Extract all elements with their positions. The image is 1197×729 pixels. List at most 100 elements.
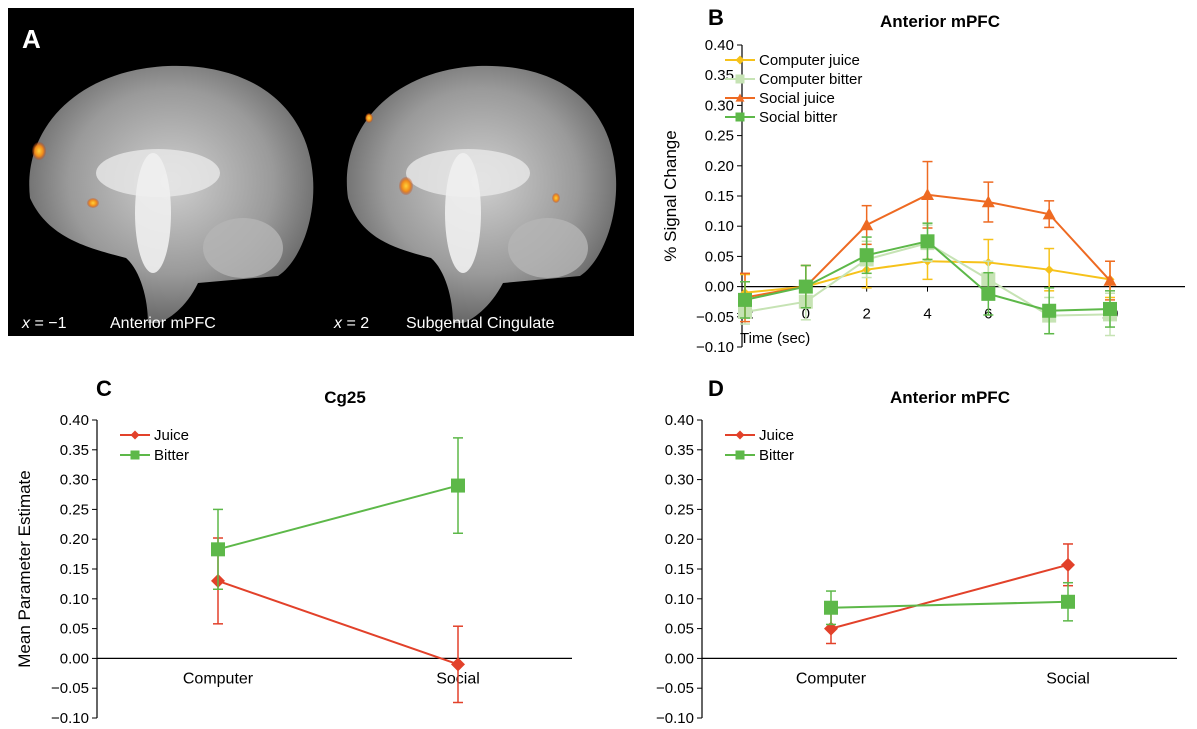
chart-b-x-tick-label: 4: [923, 306, 931, 323]
chart-c-legend-label: Juice: [154, 427, 189, 444]
chart-d-data-point: [824, 600, 838, 615]
chart-b-title: Anterior mPFC: [880, 12, 1000, 31]
chart-b-legend-label: Computer juice: [759, 52, 860, 69]
chart-d-y-tick-label: 0.20: [665, 531, 694, 548]
chart-b-y-tick-label: −0.05: [696, 309, 734, 326]
chart-d-data-point: [1061, 557, 1075, 572]
chart-d-x-tick-label: Computer: [796, 670, 867, 687]
chart-c-y-tick-label: −0.05: [51, 680, 89, 697]
chart-c-title: Cg25: [324, 388, 366, 407]
chart-b-data-point: [981, 286, 996, 301]
chart-b-data-point: [1044, 265, 1054, 275]
right-sagittal-slice: [346, 65, 617, 323]
chart-d-y-tick-label: 0.35: [665, 442, 694, 459]
panel-letter-b: B: [708, 5, 724, 30]
chart-d-y-tick-label: 0.40: [665, 412, 694, 429]
chart-c-y-tick-label: 0.05: [60, 621, 89, 638]
caption-left-region: Anterior mPFC: [110, 315, 216, 332]
left-sagittal-slice: [29, 65, 314, 323]
chart-d-legend-label: Bitter: [759, 447, 794, 464]
chart-b-legend-label: Computer bitter: [759, 71, 862, 88]
chart-d-series-line: [830, 600, 1069, 609]
chart-c-series-line: [217, 579, 459, 666]
panel-letter-c: C: [96, 376, 112, 401]
chart-d-series-line: [830, 563, 1069, 630]
chart-d-y-tick-label: −0.05: [656, 680, 694, 697]
chart-d-series-juice: [824, 543, 1075, 645]
chart-d-y-tick-label: 0.25: [665, 501, 694, 518]
chart-d-legend-marker: [735, 450, 745, 460]
chart-b-y-tick-label: 0.15: [705, 188, 734, 205]
chart-d-series-bitter: [824, 581, 1075, 626]
chart-d-y-tick-label: 0.10: [665, 591, 694, 608]
chart-b-data-point: [1103, 301, 1117, 316]
chart-b-y-tick-label: 0.10: [705, 218, 734, 235]
chart-b-data-point: [921, 188, 934, 200]
chart-c-y-tick-label: 0.25: [60, 501, 89, 518]
brain-slices-image: A x = −1 Anterior mPFC x = 2 Subgenual C…: [21, 24, 617, 332]
chart-b-data-point: [798, 279, 813, 294]
chart-d-y-tick-label: 0.30: [665, 472, 694, 489]
chart-c-data-point: [451, 478, 465, 493]
chart-d-anterior-mpfc: Anterior mPFC 0.40 0.35 0.30 0.25 0.20 0.15 0.1…: [656, 388, 1177, 727]
chart-b-x-tick-label: 2: [862, 306, 870, 323]
chart-d-legend-marker: [735, 430, 745, 440]
panel-letter-d: D: [708, 376, 724, 401]
chart-b-data-point: [920, 234, 935, 249]
chart-c-legend-label: Bitter: [154, 447, 189, 464]
chart-d-y-tick-label: −0.10: [656, 710, 694, 727]
caption-right-region: Subgenual Cingulate: [406, 315, 555, 332]
chart-b-series-social-bitter: [738, 222, 1117, 335]
panel-a-brain-image: A x = −1 Anterior mPFC x = 2 Subgenual C…: [8, 8, 634, 336]
chart-b-data-point: [1042, 207, 1056, 220]
chart-d-y-tick-label: 0.00: [665, 650, 694, 667]
chart-d-y-tick-label: 0.05: [665, 621, 694, 638]
chart-c-y-tick-label: 0.15: [60, 561, 89, 578]
chart-b-legend-marker: [735, 93, 745, 102]
chart-b-data-point: [860, 218, 874, 231]
chart-b-y-tick-label: 0.40: [705, 37, 734, 54]
chart-c-cg25: Cg25 Mean Parameter Estimate 0.40 0.35 0.30 0…: [15, 388, 572, 727]
chart-b-y-tick-label: 0.25: [705, 128, 734, 145]
chart-b-y-tick-label: −0.10: [696, 339, 734, 356]
chart-c-series-bitter: [211, 437, 465, 591]
chart-b-legend-marker: [735, 112, 745, 122]
chart-b-y-tick-label: 0.05: [705, 248, 734, 265]
chart-d-data-point: [1061, 594, 1075, 609]
chart-c-y-axis-label: Mean Parameter Estimate: [15, 470, 34, 667]
chart-b-data-point: [1042, 303, 1057, 318]
panel-a-letter: A: [22, 24, 41, 54]
chart-c-legend-marker: [130, 450, 140, 460]
chart-c-y-tick-label: 0.40: [60, 412, 89, 429]
chart-b-y-tick-label: 0.00: [705, 279, 734, 296]
chart-c-series-line: [217, 484, 459, 551]
chart-d-title: Anterior mPFC: [890, 388, 1010, 407]
caption-left-coordinate: x = −1: [21, 315, 67, 332]
chart-c-data-point: [211, 542, 225, 557]
chart-b-legend-label: Social juice: [759, 90, 835, 107]
chart-b-y-tick-label: 0.20: [705, 158, 734, 175]
chart-b-data-point: [859, 248, 874, 263]
chart-d-y-tick-label: 0.15: [665, 561, 694, 578]
chart-b-y-tick-label: 0.35: [705, 67, 734, 84]
chart-c-y-tick-label: 0.20: [60, 531, 89, 548]
chart-b-legend-marker: [735, 55, 745, 65]
chart-d-legend-label: Juice: [759, 427, 794, 444]
chart-c-y-tick-label: 0.10: [60, 591, 89, 608]
chart-c-legend-marker: [130, 430, 140, 440]
chart-c-x-tick-label: Computer: [183, 670, 254, 687]
chart-c-y-tick-label: 0.35: [60, 442, 89, 459]
chart-b-y-tick-label: 0.30: [705, 97, 734, 114]
chart-c-data-point: [451, 657, 465, 672]
chart-b-x-axis-label: Time (sec): [740, 330, 810, 347]
chart-b-legend-label: Social bitter: [759, 109, 837, 126]
chart-b-data-point: [1103, 274, 1117, 286]
chart-b-legend-marker: [735, 74, 745, 84]
chart-b-data-point: [738, 292, 752, 307]
chart-d-data-point: [824, 621, 838, 636]
caption-right-coordinate: x = 2: [333, 315, 369, 332]
chart-d-x-tick-label: Social: [1046, 670, 1090, 687]
chart-c-y-tick-label: 0.30: [60, 472, 89, 489]
chart-b-time-course: Anterior mPFC % Signal Change 0.40 0.35 0.30…: [661, 12, 1185, 356]
chart-b-y-axis-label: % Signal Change: [661, 130, 680, 261]
